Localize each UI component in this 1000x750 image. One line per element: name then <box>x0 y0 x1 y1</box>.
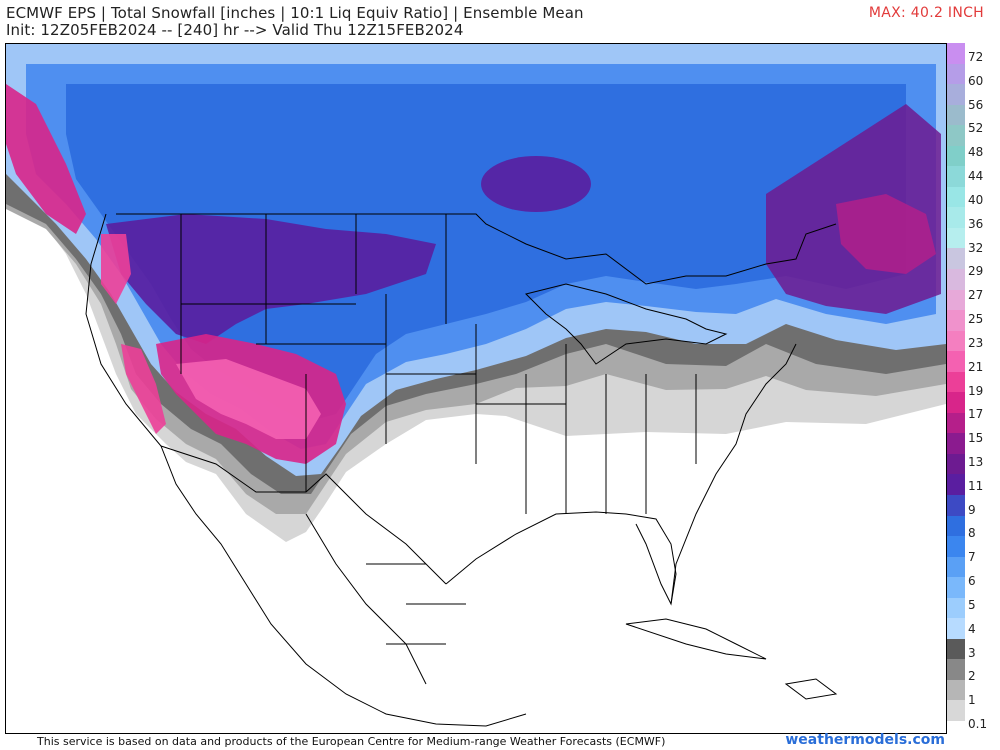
mexico-states <box>305 513 466 685</box>
colorbar-swatch <box>947 43 965 65</box>
cuba <box>625 618 767 660</box>
colorbar-label: 21 <box>968 359 984 374</box>
colorbar-label: 48 <box>968 145 984 160</box>
colorbar-swatch <box>947 104 965 126</box>
colorbar-label: 5 <box>968 597 976 612</box>
colorbar-swatch <box>947 330 965 352</box>
snow-purple-west <box>106 214 436 344</box>
colorbar-swatch <box>947 659 965 681</box>
colorbar-label: 4 <box>968 621 976 636</box>
colorbar-swatch <box>947 145 965 167</box>
colorbar-swatch <box>947 227 965 249</box>
colorbar-label: 9 <box>968 502 976 517</box>
colorbar-label: 60 <box>968 73 984 88</box>
max-value-label: MAX: 40.2 INCH <box>868 5 984 21</box>
colorbar-label: 44 <box>968 169 984 184</box>
colorbar-swatch <box>947 495 965 517</box>
colorbar-label: 7 <box>968 550 976 565</box>
colorbar-swatch <box>947 248 965 270</box>
colorbar-label: 52 <box>968 121 984 136</box>
colorbar-swatch <box>947 638 965 660</box>
colorbar-swatch <box>947 474 965 496</box>
colorbar-swatch <box>947 453 965 475</box>
colorbar-label: 27 <box>968 288 984 303</box>
colorbar-swatch <box>947 310 965 332</box>
snow-magenta-cascades <box>101 234 131 304</box>
west-coast <box>85 213 527 727</box>
ecmwf-credit: This service is based on data and produc… <box>37 735 666 748</box>
colorbar-swatch <box>947 700 965 722</box>
colorbar-swatch <box>947 412 965 434</box>
snowfall-map <box>5 43 947 734</box>
us-canada-border <box>116 213 837 285</box>
colorbar-swatch <box>947 207 965 229</box>
snowfall-map-canvas <box>6 44 946 727</box>
east-coast <box>670 343 797 605</box>
colorbar-swatch <box>947 577 965 599</box>
colorbar-swatch <box>947 351 965 373</box>
colorbar-label: 8 <box>968 526 976 541</box>
colorbar-label: 72 <box>968 50 984 64</box>
colorbar-swatch <box>947 433 965 455</box>
colorbar-swatch <box>947 84 965 106</box>
colorbar-label: 6 <box>968 574 976 589</box>
snow-purple-ontario <box>481 156 591 212</box>
colorbar-swatch <box>947 269 965 291</box>
colorbar-label: 23 <box>968 335 984 350</box>
colorbar-label: 1 <box>968 693 976 708</box>
colorbar-label: 25 <box>968 312 984 327</box>
snow-magenta-bc <box>6 84 86 234</box>
colorbar-swatch <box>947 371 965 393</box>
colorbar-swatch <box>947 63 965 85</box>
colorbar-label: 29 <box>968 264 984 279</box>
colorbar-swatch <box>947 597 965 619</box>
colorbar-label: 36 <box>968 216 984 231</box>
colorbar-swatch <box>947 679 965 701</box>
snowfall-colorbar <box>947 43 965 722</box>
colorbar-swatch <box>947 186 965 208</box>
colorbar-swatch <box>947 166 965 188</box>
colorbar-label: 15 <box>968 431 984 446</box>
colorbar-label: 32 <box>968 240 984 255</box>
colorbar-swatch <box>947 125 965 147</box>
snow-magenta-sierra <box>121 344 166 434</box>
brand-link[interactable]: weathermodels.com <box>785 732 945 748</box>
boundaries <box>85 213 838 727</box>
colorbar-label: 17 <box>968 407 984 422</box>
colorbar-label: 2 <box>968 669 976 684</box>
colorbar-swatch <box>947 556 965 578</box>
colorbar-swatch <box>947 618 965 640</box>
gulf-coast <box>445 511 677 606</box>
hispaniola <box>784 678 838 700</box>
colorbar-swatch <box>947 515 965 537</box>
colorbar-swatch <box>947 289 965 311</box>
colorbar-label: 19 <box>968 383 984 398</box>
colorbar-label: 56 <box>968 97 984 112</box>
map-title: ECMWF EPS | Total Snowfall [inches | 10:… <box>6 4 584 22</box>
snow-pink-peaks <box>176 359 321 439</box>
colorbar-label: 40 <box>968 192 984 207</box>
colorbar-label: 13 <box>968 454 984 469</box>
us-mexico-border <box>160 445 447 585</box>
colorbar-swatch <box>947 536 965 558</box>
colorbar-label: 11 <box>968 478 984 493</box>
great-lakes <box>525 283 728 365</box>
colorbar-swatch <box>947 392 965 414</box>
snow-deep-blue <box>66 84 906 422</box>
snow-magenta-quebec <box>836 194 936 274</box>
colorbar-label: 3 <box>968 645 976 660</box>
state-lines <box>180 214 697 514</box>
colorbar-label: 0.1 <box>968 717 988 731</box>
map-subtitle: Init: 12Z05FEB2024 -- [240] hr --> Valid… <box>6 21 464 39</box>
